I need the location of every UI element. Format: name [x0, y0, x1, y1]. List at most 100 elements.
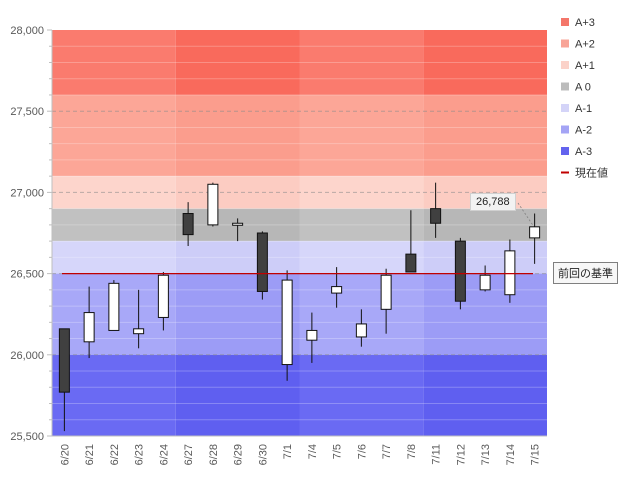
candle-body: [133, 328, 145, 335]
legend-item: A 0: [561, 82, 591, 94]
band-a-1: [175, 241, 300, 274]
x-tick-label: 6/27: [183, 444, 195, 465]
candle: [157, 271, 169, 331]
band-a-3: [175, 354, 300, 436]
band-layer: [52, 30, 547, 436]
candle: [108, 280, 120, 331]
legend-item: A-2: [561, 125, 592, 137]
band-a-3: [299, 354, 424, 436]
legend-swatch: [561, 104, 569, 112]
legend-swatch: [561, 125, 569, 134]
x-tick-label: 6/21: [84, 444, 96, 465]
candle-body: [380, 274, 392, 310]
legend-item: A-3: [561, 146, 592, 158]
candle: [281, 270, 293, 381]
x-tick-label: 7/1: [282, 444, 294, 459]
legend-label: A+2: [575, 39, 595, 51]
candle: [355, 309, 367, 347]
x-tick-label: 6/20: [59, 444, 71, 465]
candle-body: [256, 232, 268, 292]
band-a+2: [423, 94, 547, 177]
legend-label: A+1: [575, 60, 595, 72]
candle-body: [182, 213, 194, 236]
y-tick-label: 27,000: [10, 187, 44, 199]
legend-item: A-1: [561, 103, 592, 115]
legend-label: A 0: [575, 82, 591, 94]
legend-swatch: [561, 82, 569, 91]
legend-label: A-3: [575, 146, 592, 158]
candle-body: [529, 226, 541, 239]
current-value-leader: [517, 202, 533, 226]
candle-body: [454, 240, 466, 302]
band-a+2: [52, 94, 176, 177]
x-tick-label: 6/30: [257, 444, 269, 465]
legend-swatch: [561, 61, 569, 69]
x-tick-label: 7/6: [356, 444, 368, 459]
x-tick-label: 7/15: [530, 444, 542, 465]
band-a+2: [299, 94, 424, 177]
band-a-3: [52, 354, 176, 436]
candle: [479, 265, 491, 292]
x-tick-label: 6/24: [158, 444, 170, 465]
candle: [306, 312, 318, 363]
x-tick-label: 6/23: [134, 444, 146, 465]
legend-item: A+1: [561, 60, 595, 72]
legend-swatch: [561, 147, 569, 155]
y-tick-label: 25,500: [10, 431, 44, 443]
x-tick-label: 7/8: [406, 444, 418, 459]
legend-swatch: [561, 39, 569, 48]
y-tick-label: 28,000: [10, 25, 44, 37]
x-tick-label: 7/5: [332, 444, 344, 459]
legend-item: A+3: [561, 17, 595, 29]
candle: [232, 218, 244, 242]
y-tick-label: 26,000: [10, 350, 44, 362]
band-a-1: [52, 241, 176, 274]
candle-body: [479, 274, 491, 291]
legend-item: 現在値: [561, 167, 608, 180]
y-tick-label: 26,500: [10, 269, 44, 281]
candle: [83, 286, 95, 359]
x-tick-label: 7/11: [431, 444, 443, 465]
candle: [380, 268, 392, 334]
y-tick-label: 27,500: [10, 106, 44, 118]
candles: [58, 182, 541, 432]
legend-label: A-2: [575, 125, 592, 137]
candle: [405, 210, 417, 273]
x-tick-label: 6/28: [208, 444, 220, 465]
candle-body: [306, 329, 318, 341]
legend-label: A-1: [575, 103, 592, 115]
legend-swatch: [561, 18, 569, 26]
band-a-2: [175, 273, 300, 355]
band-a+3: [175, 30, 300, 95]
candle: [430, 182, 442, 238]
candle: [256, 231, 268, 300]
candle: [504, 239, 516, 303]
band-a+3: [299, 30, 424, 95]
candle-body: [405, 253, 417, 273]
legend-label: A+3: [575, 17, 595, 29]
x-tick-label: 7/4: [307, 444, 319, 459]
band-a0: [423, 208, 547, 242]
candle-body: [207, 183, 219, 226]
legend-label: 現在値: [575, 167, 608, 180]
band-a+1: [52, 176, 176, 209]
legend-item: A+2: [561, 39, 595, 51]
band-a0: [52, 208, 176, 242]
overlay: [62, 202, 533, 275]
candle-body: [157, 274, 169, 318]
current-value-label: 26,788: [470, 193, 516, 211]
candle: [182, 202, 194, 246]
candle-body: [58, 328, 70, 393]
baseline-label: 前回の基準: [553, 262, 618, 284]
x-tick-label: 7/14: [505, 444, 517, 465]
x-tick-label: 7/7: [381, 444, 393, 459]
x-tick-label: 6/22: [109, 444, 121, 465]
band-a-3: [423, 354, 547, 436]
candle-body: [281, 279, 293, 366]
candle: [133, 289, 145, 349]
candle-body: [108, 282, 120, 331]
candle-body: [504, 250, 516, 296]
band-a-1: [299, 241, 424, 274]
band-a+3: [52, 30, 176, 95]
